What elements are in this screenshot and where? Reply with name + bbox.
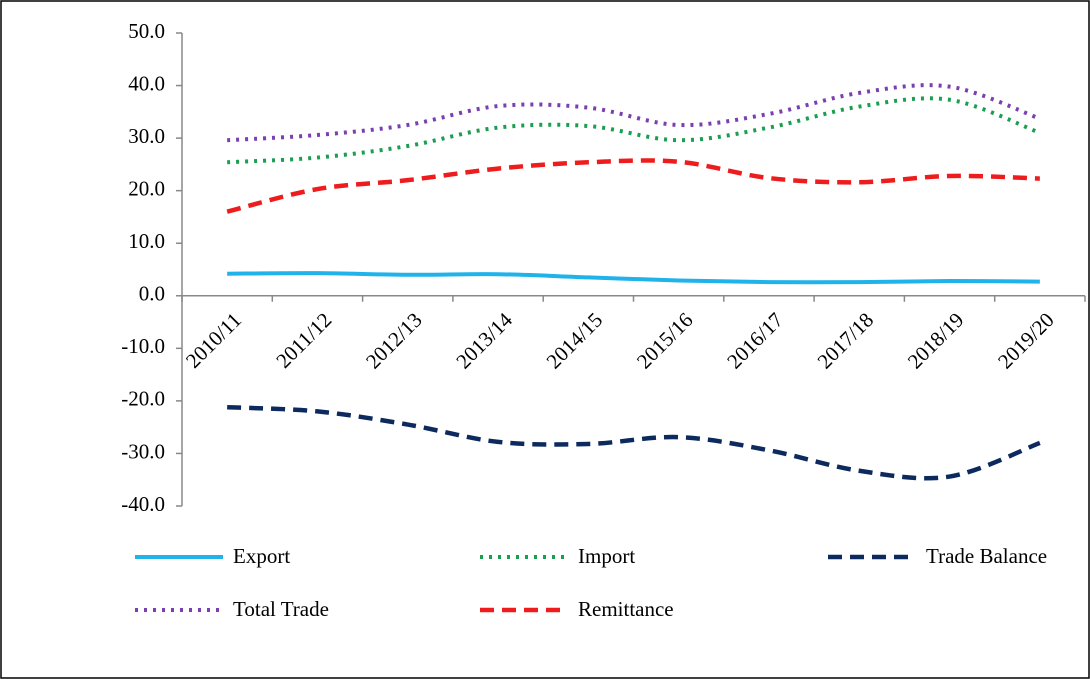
- y-tick-label: -20.0: [121, 387, 165, 411]
- y-tick-label: -30.0: [121, 439, 165, 463]
- series-line: [227, 96, 1041, 165]
- series-line: [226, 158, 1040, 214]
- y-tick-label: 10.0: [128, 229, 165, 253]
- legend-label: Export: [233, 544, 290, 568]
- series-line: [227, 271, 1040, 285]
- y-tick-label: -40.0: [121, 492, 165, 516]
- y-tick-label: 0.0: [139, 282, 165, 306]
- y-tick-label: 30.0: [128, 124, 165, 148]
- series-line: [227, 83, 1041, 143]
- legend-label: Remittance: [578, 597, 674, 621]
- legend-label: Total Trade: [233, 597, 329, 621]
- y-tick-label: 50.0: [128, 19, 165, 43]
- legend-label: Trade Balance: [926, 544, 1047, 568]
- y-tick-label: 40.0: [128, 71, 165, 95]
- series-line: [227, 404, 1041, 481]
- y-tick-label: 20.0: [128, 176, 165, 200]
- legend-label: Import: [578, 544, 635, 568]
- y-tick-label: -10.0: [121, 334, 165, 358]
